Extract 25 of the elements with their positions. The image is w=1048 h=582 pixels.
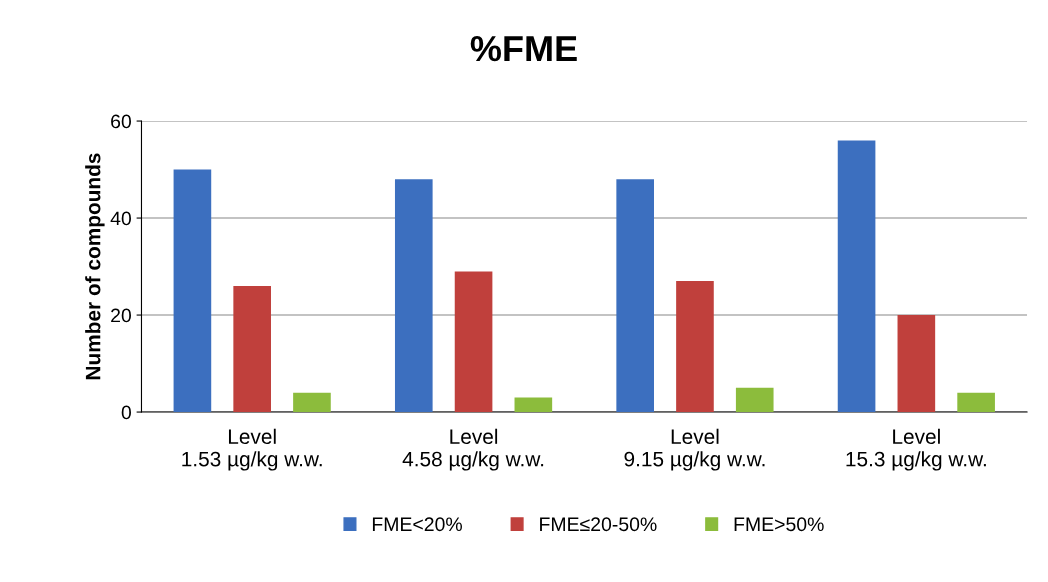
- chart-title: %FME: [470, 35, 577, 62]
- bar: [676, 281, 714, 413]
- y-tick-label: 0: [121, 405, 131, 420]
- bar: [293, 392, 331, 413]
- y-tick-label: 20: [111, 308, 131, 323]
- bar: [897, 315, 936, 413]
- bar: [173, 169, 212, 413]
- bar: [616, 179, 654, 413]
- x-tick-label: Level 15.3 µg/kg w.w.: [846, 428, 986, 471]
- bar: [957, 392, 995, 413]
- y-tick-label: 60: [111, 114, 131, 129]
- legend-label: FME<20%: [372, 517, 462, 532]
- legend-label: FME>50%: [734, 517, 824, 532]
- bar: [735, 387, 774, 413]
- legend-label: FME≤20-50%: [540, 517, 657, 532]
- x-tick-label: Level 1.53 µg/kg w.w.: [182, 428, 322, 471]
- x-tick-label: Level 9.15 µg/kg w.w.: [624, 428, 765, 471]
- x-tick-label: Level 4.58 µg/kg w.w.: [402, 428, 544, 471]
- bar: [233, 285, 271, 413]
- y-axis-title: Number of compounds: [85, 153, 105, 380]
- bar: [454, 271, 493, 413]
- y-tick-label: 40: [110, 211, 131, 226]
- bar: [837, 140, 876, 413]
- bar: [394, 179, 433, 413]
- bar: [514, 397, 553, 413]
